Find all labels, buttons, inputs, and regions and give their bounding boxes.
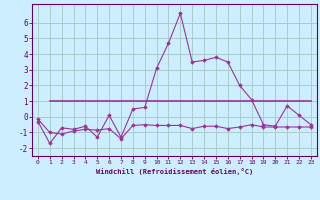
X-axis label: Windchill (Refroidissement éolien,°C): Windchill (Refroidissement éolien,°C) — [96, 168, 253, 175]
